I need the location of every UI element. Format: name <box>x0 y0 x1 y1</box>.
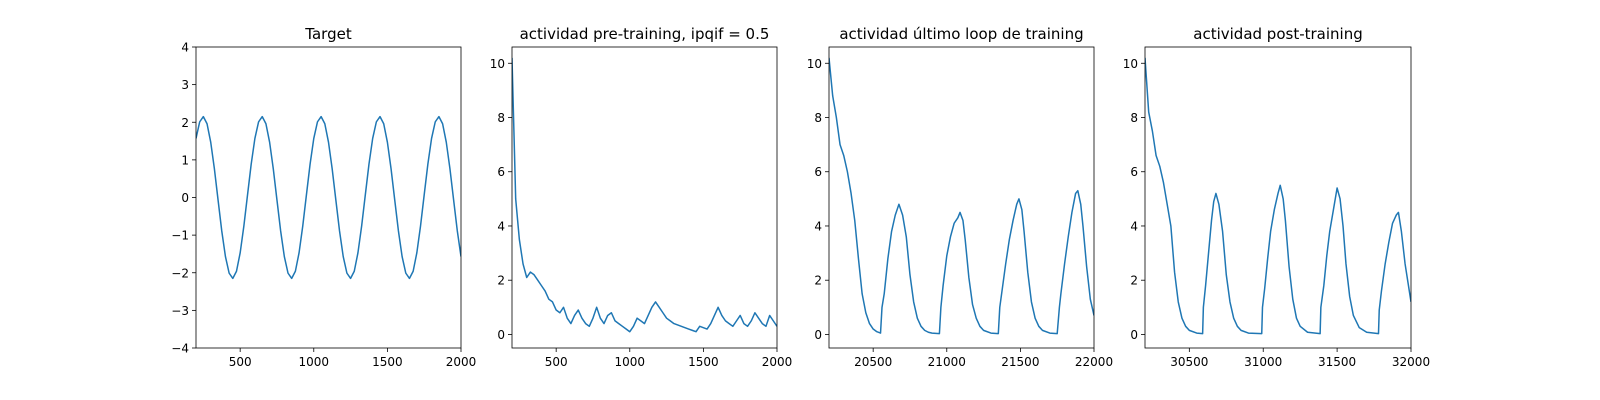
chart-title: Target <box>304 25 352 43</box>
y-tick-label: −2 <box>171 266 189 280</box>
x-tick-label: 21500 <box>1001 355 1039 369</box>
y-tick-label: 2 <box>814 274 822 288</box>
x-tick-label: 20500 <box>854 355 892 369</box>
axes-frame <box>195 46 462 349</box>
y-tick-label: 6 <box>814 165 822 179</box>
axes-frame <box>828 46 1095 349</box>
data-line <box>1145 57 1411 335</box>
y-tick-label: 2 <box>181 116 189 130</box>
x-tick-label: 31500 <box>1318 355 1356 369</box>
y-tick-label: 2 <box>1130 274 1138 288</box>
data-line <box>512 57 777 333</box>
x-tick-label: 30500 <box>1170 355 1208 369</box>
y-tick-label: 4 <box>497 219 505 233</box>
x-tick-label: 2000 <box>762 355 793 369</box>
y-tick-label: −1 <box>171 229 189 243</box>
x-tick-label: 32000 <box>1392 355 1430 369</box>
y-tick-label: 10 <box>490 57 505 71</box>
x-tick-label: 1000 <box>299 355 330 369</box>
x-tick-label: 21000 <box>928 355 966 369</box>
y-tick-label: 0 <box>181 191 189 205</box>
y-tick-label: −3 <box>171 304 189 318</box>
x-tick-label: 31000 <box>1244 355 1282 369</box>
chart-title: actividad post-training <box>1193 25 1362 43</box>
x-tick-label: 1500 <box>688 355 719 369</box>
x-tick-label: 22000 <box>1075 355 1113 369</box>
x-tick-label: 500 <box>229 355 252 369</box>
y-tick-label: 6 <box>497 165 505 179</box>
data-line <box>829 57 1094 335</box>
axes-frame <box>1144 46 1412 349</box>
y-tick-label: 8 <box>814 111 822 125</box>
y-tick-label: 3 <box>181 78 189 92</box>
chart-title: actividad pre-training, ipqif = 0.5 <box>520 25 770 43</box>
y-tick-label: 4 <box>181 41 189 55</box>
y-tick-label: 1 <box>181 153 189 167</box>
y-tick-label: 8 <box>1130 111 1138 125</box>
y-tick-label: −4 <box>171 342 189 356</box>
x-tick-label: 2000 <box>446 355 477 369</box>
y-tick-label: 10 <box>1123 57 1138 71</box>
y-tick-label: 0 <box>497 328 505 342</box>
axes-frame <box>511 46 778 349</box>
y-tick-label: 6 <box>1130 165 1138 179</box>
y-tick-label: 4 <box>1130 219 1138 233</box>
y-tick-label: 2 <box>497 274 505 288</box>
data-line <box>196 115 461 280</box>
x-tick-label: 500 <box>545 355 568 369</box>
y-tick-label: 10 <box>807 57 822 71</box>
x-tick-label: 1000 <box>615 355 646 369</box>
x-tick-label: 1500 <box>372 355 403 369</box>
y-tick-label: 4 <box>814 219 822 233</box>
y-tick-label: 0 <box>1130 328 1138 342</box>
y-tick-label: 0 <box>814 328 822 342</box>
chart-title: actividad último loop de training <box>839 25 1083 43</box>
y-tick-label: 8 <box>497 111 505 125</box>
